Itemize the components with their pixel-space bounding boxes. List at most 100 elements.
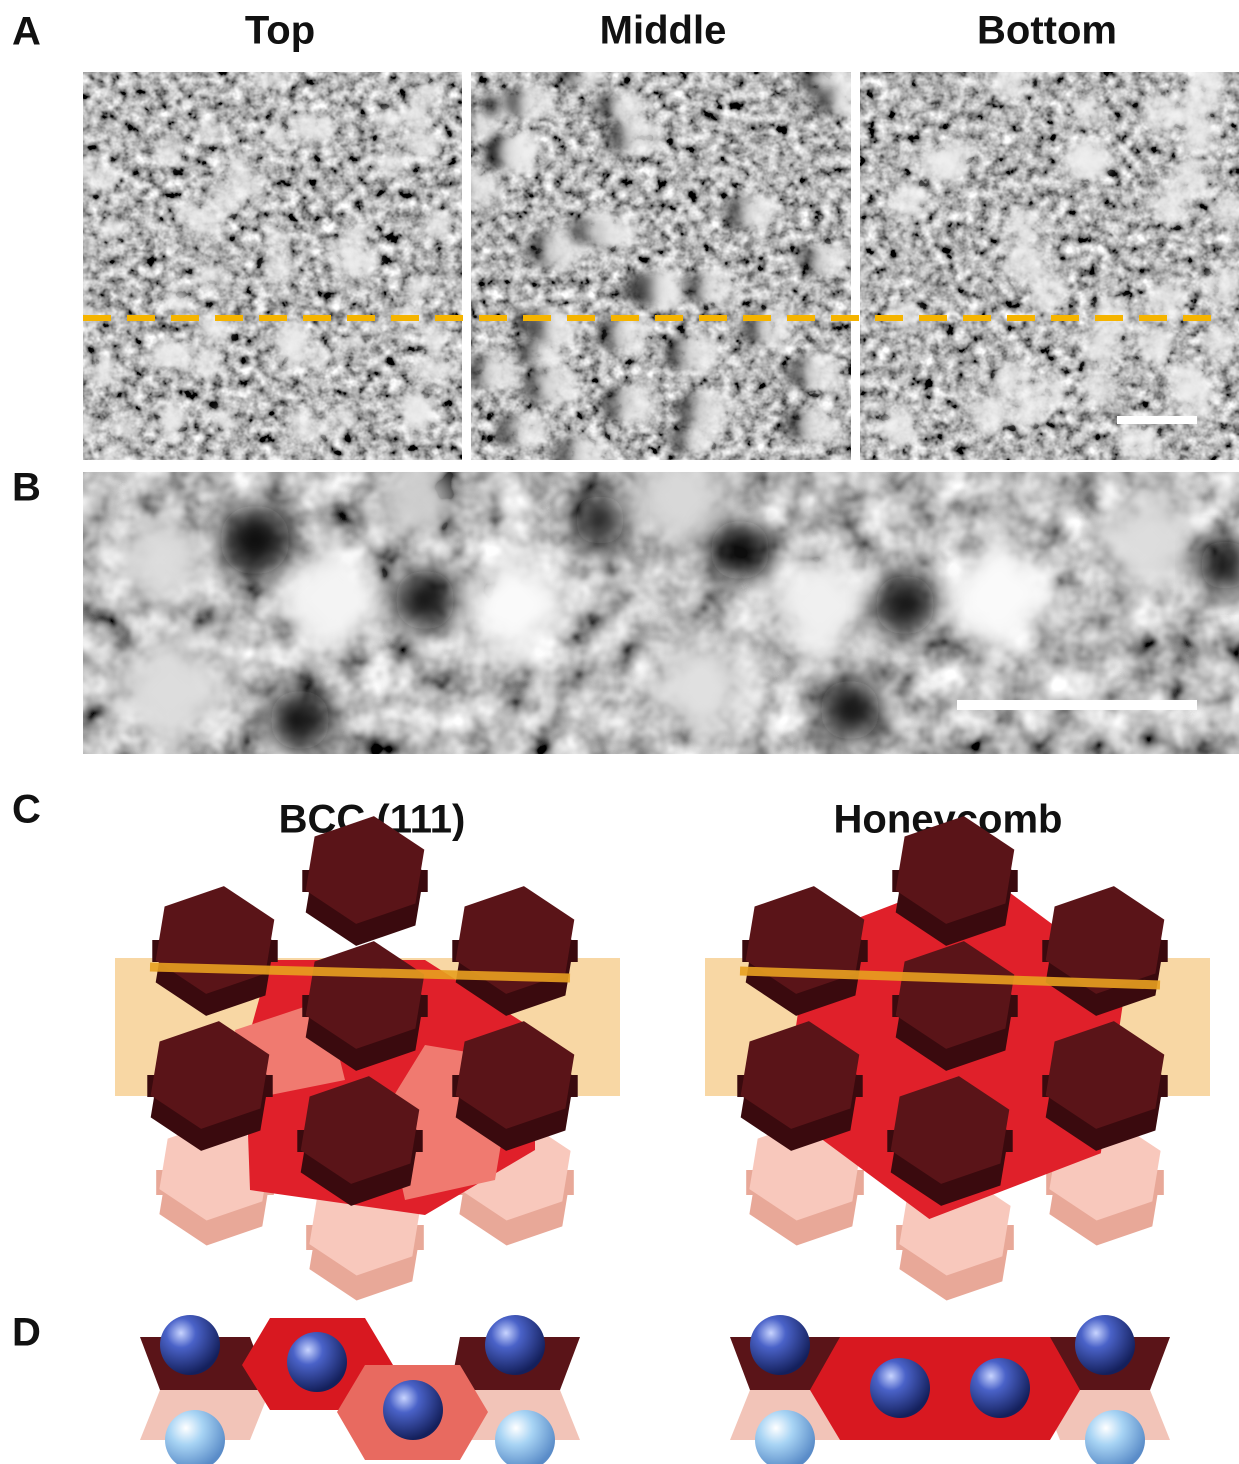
sphere: [870, 1358, 930, 1418]
sphere: [970, 1358, 1030, 1418]
particle: [995, 360, 1033, 398]
sphere: [383, 1380, 443, 1440]
particle: [991, 61, 1029, 99]
particle: [803, 354, 842, 393]
particle: [616, 383, 658, 425]
dark-spot: [875, 575, 935, 635]
particle: [162, 403, 185, 426]
tomogram: [860, 57, 1239, 463]
particle: [1005, 240, 1046, 281]
particle: [739, 193, 778, 232]
particle: [266, 124, 291, 149]
sphere: [160, 1315, 220, 1375]
particle: [1008, 209, 1040, 241]
particle: [265, 224, 287, 246]
particle: [114, 418, 136, 440]
particle: [889, 181, 928, 220]
cross-sections: [140, 1315, 1170, 1464]
model: [705, 816, 1210, 1300]
panel-label: D: [12, 1311, 41, 1355]
tomogram-slice: [83, 443, 1239, 754]
tomogram: [71, 58, 462, 470]
sphere: [1075, 1315, 1135, 1375]
particle: [699, 270, 735, 306]
particle: [1083, 330, 1119, 366]
panel-label: B: [12, 466, 41, 510]
particle: [1152, 184, 1190, 222]
sphere: [485, 1315, 545, 1375]
particle: [307, 345, 331, 369]
particle: [511, 413, 547, 449]
particle: [425, 212, 453, 240]
particle: [568, 433, 610, 475]
particle: [193, 349, 222, 378]
particle: [1184, 73, 1222, 111]
particle: [214, 408, 235, 429]
particle: [1184, 123, 1217, 156]
particle: [408, 129, 440, 161]
scale-bar: [1117, 416, 1197, 424]
particle: [1169, 359, 1208, 398]
particle: [800, 406, 838, 444]
particle: [1120, 423, 1159, 462]
particle: [195, 265, 222, 292]
dark-spot: [820, 680, 880, 740]
noise: [471, 72, 851, 460]
particle: [463, 170, 500, 207]
tomogram-panels: [71, 57, 1239, 476]
particle: [222, 151, 247, 176]
particle: [519, 86, 552, 119]
particle: [538, 365, 580, 407]
cross-section: [140, 1315, 580, 1464]
dark-spot: [575, 495, 625, 545]
particle: [347, 225, 369, 247]
particle: [585, 212, 621, 248]
particle: [402, 390, 434, 422]
panel-label: A: [12, 10, 41, 54]
particle: [679, 333, 720, 374]
slice: [83, 443, 1239, 754]
particle: [1071, 96, 1102, 127]
models: [115, 816, 1210, 1300]
particle: [407, 277, 431, 301]
column-title: Top: [245, 9, 315, 53]
particle: [480, 352, 520, 392]
particle: [292, 110, 323, 141]
particle: [265, 254, 293, 282]
dark-spot: [270, 690, 330, 750]
figure: A Top Middle Bottom B C BCC (111) Honeyc…: [0, 0, 1239, 1464]
particle: [89, 356, 117, 384]
particle: [1203, 327, 1235, 359]
particle: [154, 140, 181, 167]
particle: [612, 91, 645, 124]
particle: [333, 408, 353, 428]
particle: [685, 423, 717, 455]
particle: [253, 58, 284, 89]
particle: [380, 154, 404, 178]
particle: [71, 418, 94, 441]
particle: [77, 158, 98, 179]
particle: [341, 333, 362, 354]
particle: [197, 119, 221, 143]
particle: [101, 447, 124, 470]
particle: [286, 324, 309, 347]
hex-cell: [810, 1337, 1080, 1440]
particle: [432, 356, 457, 381]
particle: [971, 395, 1010, 434]
dark-spot: [220, 505, 290, 575]
particle: [814, 243, 846, 275]
sphere: [287, 1332, 347, 1392]
particle: [575, 59, 605, 89]
particle: [102, 219, 124, 241]
particle: [936, 140, 973, 177]
particle: [499, 135, 536, 172]
particle: [651, 272, 687, 308]
column-title: Middle: [600, 9, 727, 53]
particle: [166, 288, 190, 312]
column-title: Bottom: [977, 9, 1117, 53]
particle: [1135, 325, 1174, 364]
particle: [1203, 266, 1239, 303]
sphere: [750, 1315, 810, 1375]
scale-bar: [957, 700, 1197, 710]
cross-section: [730, 1315, 1170, 1464]
